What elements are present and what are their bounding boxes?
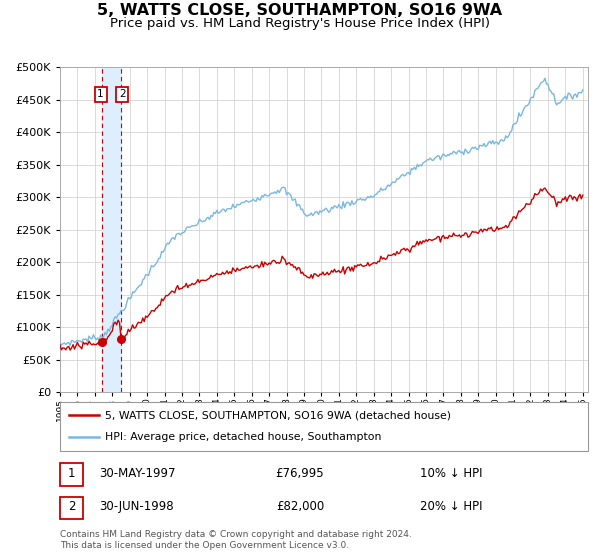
- Text: £82,000: £82,000: [276, 500, 324, 514]
- Text: 2: 2: [119, 90, 125, 100]
- Bar: [102, 67, 121, 392]
- Text: Price paid vs. HM Land Registry's House Price Index (HPI): Price paid vs. HM Land Registry's House …: [110, 17, 490, 30]
- Text: HPI: Average price, detached house, Southampton: HPI: Average price, detached house, Sout…: [105, 432, 382, 442]
- Text: 5, WATTS CLOSE, SOUTHAMPTON, SO16 9WA (detached house): 5, WATTS CLOSE, SOUTHAMPTON, SO16 9WA (d…: [105, 410, 451, 421]
- Text: 5, WATTS CLOSE, SOUTHAMPTON, SO16 9WA: 5, WATTS CLOSE, SOUTHAMPTON, SO16 9WA: [97, 3, 503, 18]
- Text: This data is licensed under the Open Government Licence v3.0.: This data is licensed under the Open Gov…: [60, 541, 349, 550]
- Text: £76,995: £76,995: [275, 466, 325, 480]
- Text: 2: 2: [68, 500, 75, 514]
- Text: 30-JUN-1998: 30-JUN-1998: [99, 500, 173, 514]
- Text: 1: 1: [97, 90, 104, 100]
- Text: 20% ↓ HPI: 20% ↓ HPI: [420, 500, 482, 514]
- Text: 30-MAY-1997: 30-MAY-1997: [99, 466, 176, 480]
- Text: Contains HM Land Registry data © Crown copyright and database right 2024.: Contains HM Land Registry data © Crown c…: [60, 530, 412, 539]
- Text: 10% ↓ HPI: 10% ↓ HPI: [420, 466, 482, 480]
- Text: 1: 1: [68, 466, 75, 480]
